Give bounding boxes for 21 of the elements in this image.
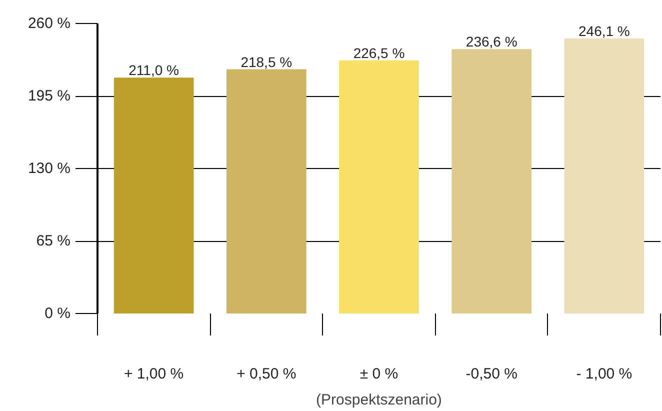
bar <box>226 69 306 314</box>
data-label: 211,0 % <box>128 62 179 78</box>
y-tick-label: 195 % <box>28 88 71 104</box>
x-tick-label: -0,50 % <box>466 366 518 382</box>
bar <box>114 78 194 314</box>
bar <box>564 38 644 314</box>
y-tick-label: 65 % <box>36 232 71 250</box>
y-tick-label: 130 % <box>28 160 71 177</box>
bar <box>339 60 419 314</box>
data-label: 226,5 % <box>353 44 405 61</box>
data-label: 218,5 % <box>240 54 292 70</box>
data-label: 246,1 % <box>578 23 630 40</box>
x-axis-title: (Prospektszenario) <box>316 392 442 408</box>
x-tick-label: + 0,50 % <box>236 366 296 382</box>
x-tick-label: ± 0 % <box>360 366 398 382</box>
y-tick-label: 260 % <box>28 15 71 32</box>
y-tick-label: 0 % <box>44 305 71 322</box>
x-tick-label: - 1,00 % <box>576 366 632 382</box>
data-label: 236,6 % <box>466 34 518 50</box>
x-tick-label: + 1,00 % <box>124 366 184 382</box>
bar <box>452 49 532 314</box>
